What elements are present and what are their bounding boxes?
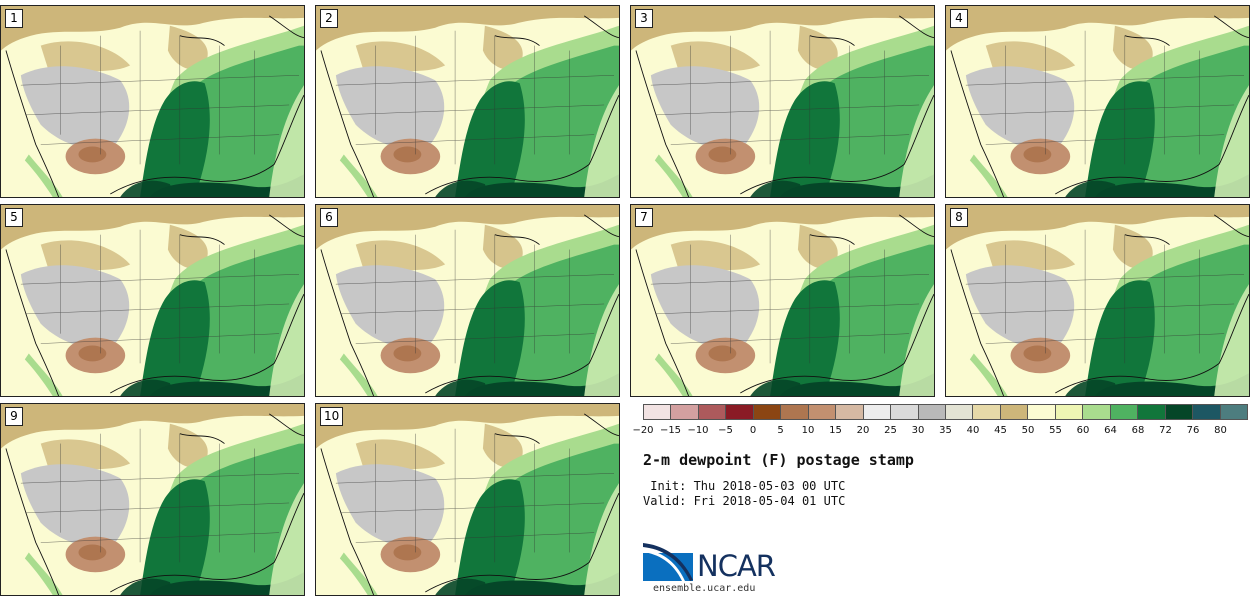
colorbar-swatch bbox=[1219, 404, 1248, 420]
colorbar-swatch bbox=[1164, 404, 1193, 420]
colorbar-swatch bbox=[972, 404, 1000, 420]
dewpoint-map bbox=[631, 6, 934, 197]
stamp-panel: 1 bbox=[0, 5, 305, 198]
colorbar bbox=[643, 404, 1248, 420]
member-label: 8 bbox=[950, 208, 968, 227]
colorbar-tick-label: −10 bbox=[687, 425, 709, 436]
colorbar-tick-label: 50 bbox=[1021, 425, 1035, 436]
colorbar-swatch bbox=[1137, 404, 1165, 420]
colorbar-tick-label: −20 bbox=[632, 425, 654, 436]
colorbar-swatch bbox=[1192, 404, 1220, 420]
colorbar-tick-label: 68 bbox=[1131, 425, 1145, 436]
colorbar-tick-label: 25 bbox=[884, 425, 897, 436]
valid-time: Valid: Fri 2018-05-04 01 UTC bbox=[643, 494, 846, 508]
stamp-panel: 3 bbox=[630, 5, 935, 198]
colorbar-tick-label: 60 bbox=[1076, 425, 1090, 436]
colorbar-swatch bbox=[807, 404, 836, 420]
colorbar-tick-label: 64 bbox=[1104, 425, 1117, 436]
colorbar-swatch bbox=[670, 404, 698, 420]
stamp-panel: 6 bbox=[315, 204, 620, 397]
colorbar-swatch bbox=[1054, 404, 1083, 420]
dewpoint-map bbox=[316, 6, 619, 197]
member-label: 2 bbox=[320, 9, 338, 28]
dewpoint-map bbox=[946, 6, 1249, 197]
colorbar-tick-label: 10 bbox=[801, 425, 815, 436]
colorbar-tick-label: 55 bbox=[1049, 425, 1062, 436]
colorbar-tick-label: 0 bbox=[749, 425, 757, 436]
stamp-panel: 5 bbox=[0, 204, 305, 397]
colorbar-swatch bbox=[835, 404, 863, 420]
ncar-logo-icon bbox=[643, 543, 693, 581]
colorbar-swatch bbox=[780, 404, 808, 420]
member-label: 6 bbox=[320, 208, 338, 227]
member-label: 10 bbox=[320, 407, 344, 426]
ncar-url: ensemble.ucar.edu bbox=[653, 583, 756, 594]
member-label: 3 bbox=[635, 9, 653, 28]
colorbar-swatch bbox=[1027, 404, 1055, 420]
colorbar-tick-label: 15 bbox=[829, 425, 842, 436]
colorbar-tick-label: 20 bbox=[856, 425, 870, 436]
colorbar-tick-label: 76 bbox=[1186, 425, 1200, 436]
colorbar-swatch bbox=[1082, 404, 1110, 420]
colorbar-tick-label: 35 bbox=[939, 425, 952, 436]
product-title: 2-m dewpoint (F) postage stamp bbox=[643, 451, 914, 469]
member-label: 9 bbox=[5, 407, 23, 426]
stamp-panel: 9 bbox=[0, 403, 305, 596]
colorbar-tick-label: 80 bbox=[1214, 425, 1227, 436]
dewpoint-map bbox=[946, 205, 1249, 396]
colorbar-swatch bbox=[862, 404, 891, 420]
colorbar-tick-label: 45 bbox=[994, 425, 1007, 436]
colorbar-swatch bbox=[725, 404, 753, 420]
colorbar-tick-label: −5 bbox=[718, 425, 733, 436]
stamp-panel: 10 bbox=[315, 403, 620, 596]
dewpoint-map bbox=[316, 205, 619, 396]
init-time: Init: Thu 2018-05-03 00 UTC bbox=[643, 479, 846, 493]
colorbar-tick-label: 72 bbox=[1159, 425, 1172, 436]
colorbar-swatch bbox=[697, 404, 726, 420]
colorbar-tick-label: 30 bbox=[911, 425, 925, 436]
dewpoint-map bbox=[1, 6, 304, 197]
colorbar-swatch bbox=[890, 404, 918, 420]
member-label: 7 bbox=[635, 208, 653, 227]
dewpoint-map bbox=[316, 404, 619, 595]
colorbar-swatch bbox=[999, 404, 1028, 420]
colorbar-swatch bbox=[917, 404, 945, 420]
colorbar-swatch bbox=[944, 404, 973, 420]
member-label: 1 bbox=[5, 9, 23, 28]
dewpoint-map bbox=[1, 404, 304, 595]
colorbar-swatch bbox=[643, 404, 671, 420]
colorbar-tick-label: −15 bbox=[659, 425, 682, 436]
colorbar-swatch bbox=[752, 404, 781, 420]
stamp-panel: 4 bbox=[945, 5, 1250, 198]
member-label: 4 bbox=[950, 9, 968, 28]
colorbar-tick-label: 5 bbox=[777, 425, 784, 436]
stamp-panel: 2 bbox=[315, 5, 620, 198]
member-label: 5 bbox=[5, 208, 23, 227]
colorbar-tick-label: 40 bbox=[966, 425, 980, 436]
stamp-panel: 7 bbox=[630, 204, 935, 397]
stamp-panel: 8 bbox=[945, 204, 1250, 397]
colorbar-swatch bbox=[1109, 404, 1138, 420]
dewpoint-map bbox=[1, 205, 304, 396]
dewpoint-map bbox=[631, 205, 934, 396]
ncar-wordmark: NCAR bbox=[697, 549, 776, 583]
colorbar-ticks: −20 −15 −10 −5 0 5 10 15 20 25 30 35 40 45 50 55 60 64 68 7… bbox=[632, 425, 1248, 439]
